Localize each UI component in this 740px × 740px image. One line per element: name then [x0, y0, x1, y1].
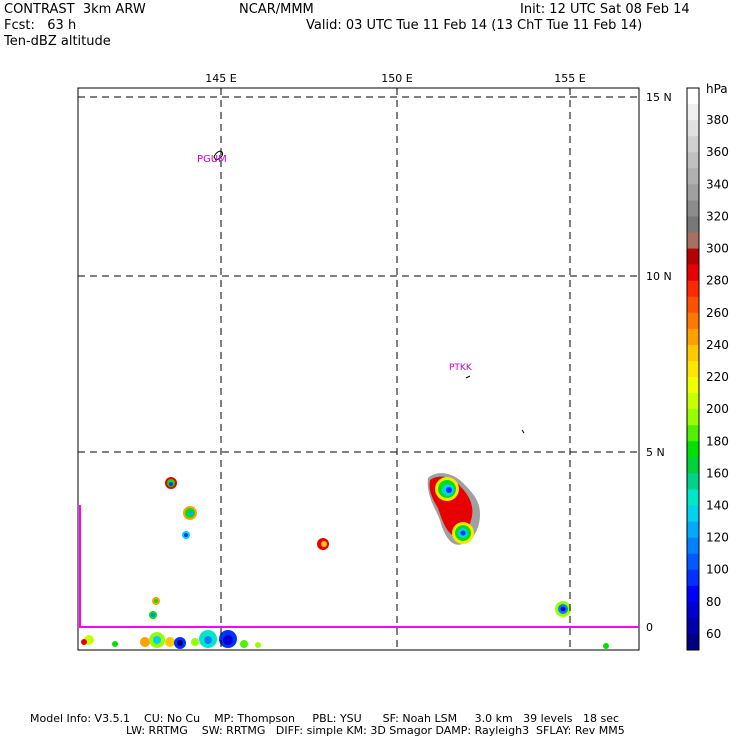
colorbar-tick-label: 160 — [706, 466, 729, 480]
forecast-hour: Fcst: 63 h — [4, 18, 77, 33]
colorbar-tick-label: 60 — [706, 627, 721, 641]
island-outline — [521, 429, 525, 434]
station-label-pgum: PGUM — [197, 154, 227, 165]
colorbar-tick-label: 280 — [706, 274, 729, 288]
colorbar-swatch — [687, 152, 699, 169]
lat-label-0: 0 — [646, 621, 653, 634]
colorbar-swatch — [687, 104, 699, 121]
lat-label-5n: 5 N — [646, 446, 665, 459]
model-info-line1: Model Info: V3.5.1 CU: No Cu MP: Thompso… — [30, 712, 620, 725]
colorbar-swatch — [687, 409, 699, 426]
colorbar-swatch — [687, 184, 699, 201]
radar-echoes — [81, 473, 609, 649]
colorbar — [686, 87, 700, 651]
colorbar-swatch — [687, 264, 699, 281]
colorbar-swatch — [687, 328, 699, 346]
domain-boundary — [79, 505, 639, 628]
colorbar-swatch — [687, 601, 699, 619]
colorbar-swatch — [687, 489, 699, 506]
colorbar-tick-label: 240 — [706, 338, 729, 352]
colorbar-swatch — [687, 569, 699, 587]
colorbar-swatch — [687, 88, 699, 105]
init-time: Init: 12 UTC Sat 08 Feb 14 — [520, 2, 690, 17]
storm-cluster-east — [427, 473, 480, 545]
map-frame — [77, 87, 640, 651]
colorbar-tick-label: 200 — [706, 402, 729, 416]
colorbar-tick-label: 80 — [706, 595, 721, 609]
valid-time: Valid: 03 UTC Tue 11 Feb 14 (13 ChT Tue … — [306, 18, 643, 33]
colorbar-swatch — [687, 393, 699, 410]
organization: NCAR/MMM — [239, 2, 314, 17]
colorbar-tick-label: 320 — [706, 210, 729, 224]
storm-cells-equator — [81, 630, 609, 649]
lon-label-145e: 145 E — [205, 72, 236, 85]
model-title: CONTRAST 3km ARW — [4, 2, 146, 17]
colorbar-swatch — [687, 633, 699, 651]
lon-label-150e: 150 E — [381, 72, 412, 85]
colorbar-swatch — [687, 296, 699, 314]
gridlines — [78, 88, 639, 650]
colorbar-tick-label: 120 — [706, 531, 729, 545]
colorbar-unit: hPa — [706, 82, 728, 96]
field-name: Ten-dBZ altitude — [4, 34, 111, 49]
colorbar-swatch — [687, 425, 699, 442]
colorbar-tick-label: 180 — [706, 434, 729, 448]
colorbar-tick-label: 300 — [706, 242, 729, 256]
colorbar-swatch — [687, 232, 699, 249]
colorbar-swatch — [687, 553, 699, 571]
colorbar-swatch — [687, 120, 699, 137]
colorbar-tick-label: 260 — [706, 306, 729, 320]
colorbar-swatch — [687, 505, 699, 522]
colorbar-swatch — [687, 617, 699, 635]
storm-cells-west — [149, 477, 571, 619]
colorbar-swatch — [687, 344, 699, 362]
lat-label-10n: 10 N — [646, 270, 672, 283]
colorbar-tick-label: 220 — [706, 370, 729, 384]
colorbar-tick-label: 100 — [706, 563, 729, 577]
colorbar-swatch — [687, 537, 699, 554]
colorbar-swatch — [687, 377, 699, 394]
colorbar-tick-label: 340 — [706, 177, 729, 191]
chuuk-outline — [465, 375, 471, 379]
colorbar-swatch — [687, 521, 699, 538]
colorbar-swatch — [687, 168, 699, 185]
colorbar-tick-label: 380 — [706, 113, 729, 127]
station-label-ptkk: PTKK — [449, 363, 473, 373]
colorbar-swatch — [687, 248, 699, 265]
lat-label-15n: 15 N — [646, 91, 672, 104]
colorbar-tick-label: 140 — [706, 499, 729, 513]
guam-outline — [213, 150, 223, 161]
model-info-line2: LW: RRTMG SW: RRTMG DIFF: simple KM: 3D … — [126, 724, 625, 737]
colorbar-frame — [686, 87, 700, 651]
colorbar-swatch — [687, 441, 699, 458]
colorbar-swatch — [687, 473, 699, 490]
colorbar-swatch — [687, 136, 699, 153]
colorbar-swatch — [687, 280, 699, 298]
lon-label-155e: 155 E — [554, 72, 585, 85]
colorbar-tick-label: 360 — [706, 145, 729, 159]
colorbar-swatch — [687, 200, 699, 217]
colorbar-swatch — [687, 216, 699, 233]
colorbar-swatch — [687, 360, 699, 378]
colorbar-swatch — [687, 457, 699, 474]
colorbar-swatch — [687, 585, 699, 603]
colorbar-swatch — [687, 312, 699, 330]
colorbar-labels: 380 360 340 320 300 280 260 240 220 200 180 160 140 1… — [706, 113, 729, 641]
